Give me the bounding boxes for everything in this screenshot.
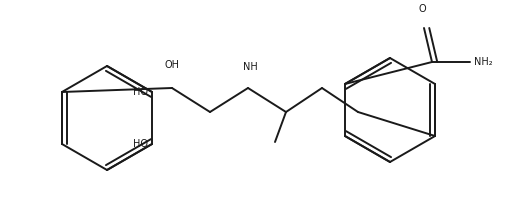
Text: HO: HO: [133, 139, 148, 149]
Text: O: O: [418, 4, 426, 14]
Text: HO: HO: [133, 87, 148, 97]
Text: NH: NH: [242, 62, 257, 72]
Text: NH₂: NH₂: [474, 57, 493, 67]
Text: OH: OH: [165, 60, 179, 70]
